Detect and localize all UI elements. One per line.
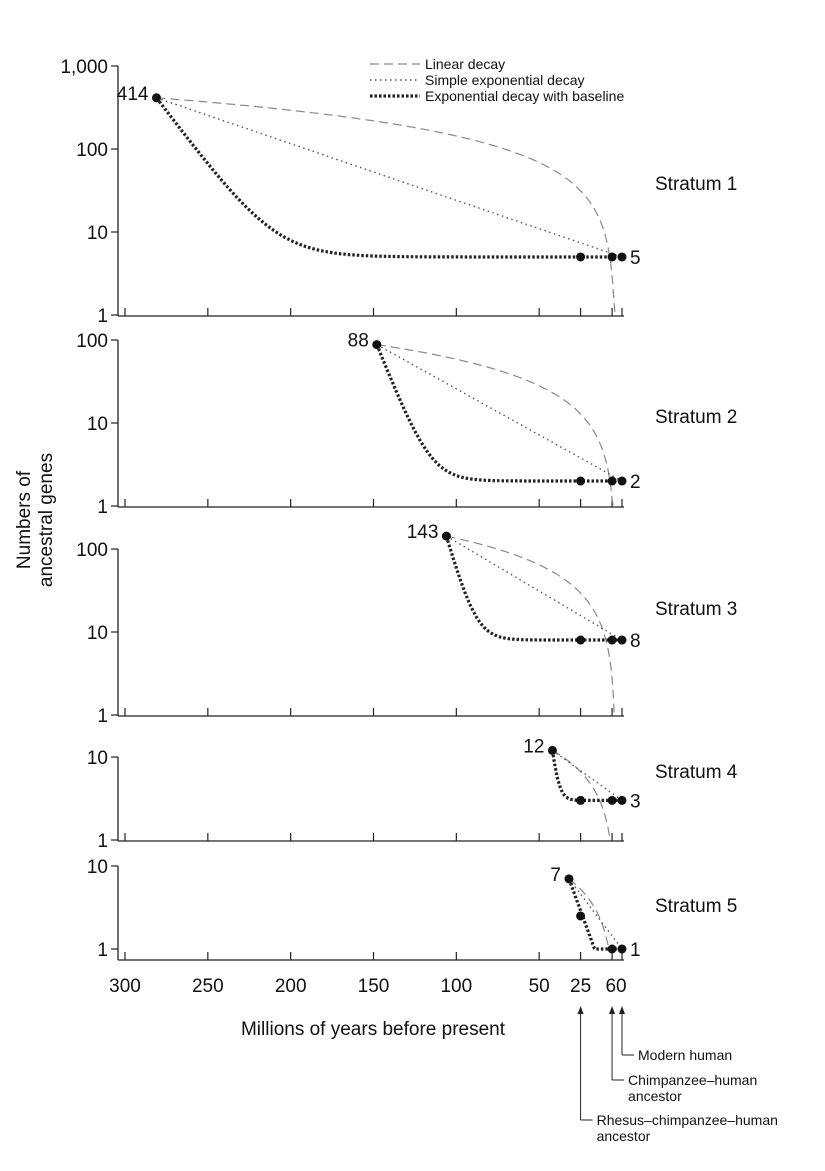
start-point: [441, 531, 451, 541]
arrowhead-icon: [577, 1006, 584, 1014]
y-tick-label: 10: [87, 223, 108, 244]
y-tick-label: 1: [97, 306, 108, 327]
stratum-label: Stratum 3: [655, 599, 737, 620]
stratum-label: Stratum 4: [655, 762, 738, 783]
simple-exponential-line: [551, 749, 623, 801]
arrowhead-icon: [619, 1006, 625, 1014]
y-tick-label: 1: [97, 497, 108, 518]
baseline-exponential-line: [375, 344, 622, 483]
baseline-exponential-line: [155, 96, 622, 259]
data-point: [607, 795, 617, 805]
x-tick-label: 6: [605, 976, 616, 997]
y-tick-label: 10: [87, 414, 108, 435]
legend-label: Simple exponential decay: [425, 72, 585, 88]
y-axis-label: Numbers ofancestral genes: [14, 453, 57, 587]
end-value-label: 8: [630, 631, 641, 652]
linear-decay-line: [568, 878, 610, 950]
x-tick-label: 50: [529, 976, 550, 997]
linear-decay-line: [446, 535, 616, 716]
data-point: [617, 944, 627, 954]
data-point: [607, 944, 617, 954]
stratum-label: Stratum 2: [655, 407, 737, 428]
annotation-label: ancestor: [597, 1128, 651, 1144]
linear-decay-line: [156, 97, 616, 316]
x-tick-label: 200: [275, 976, 307, 997]
stratum-label: Stratum 1: [655, 174, 737, 195]
x-tick-label: 25: [570, 976, 591, 997]
data-point: [617, 476, 627, 486]
end-value-label: 3: [630, 791, 641, 812]
baseline-exponential-line: [550, 750, 622, 802]
data-point: [617, 635, 627, 645]
data-point: [576, 252, 586, 262]
start-point: [151, 93, 161, 103]
simple-exponential-line: [156, 97, 623, 258]
data-point: [617, 252, 627, 262]
y-tick-label: 1: [97, 940, 108, 961]
data-point: [607, 635, 617, 645]
data-point: [617, 795, 627, 805]
y-tick-label: 100: [76, 331, 108, 352]
y-tick-label: 100: [76, 540, 108, 561]
x-tick-label: 0: [616, 976, 627, 997]
annotation-label: Chimpanzee–human: [628, 1072, 757, 1088]
arrowhead-icon: [609, 1006, 616, 1014]
y-tick-label: 1: [97, 831, 108, 852]
start-point: [547, 745, 557, 755]
x-tick-label: 150: [358, 976, 390, 997]
data-point: [576, 476, 586, 486]
simple-exponential-line: [376, 343, 623, 482]
end-value-label: 2: [630, 472, 641, 493]
end-value-label: 5: [630, 248, 641, 269]
x-tick-label: 300: [109, 976, 141, 997]
data-point: [576, 635, 586, 645]
data-point: [607, 476, 617, 486]
y-tick-label: 1: [97, 706, 108, 727]
annotation-label: Rhesus–chimpanzee–human: [597, 1112, 778, 1128]
data-point: [607, 252, 617, 262]
y-tick-label: 1,000: [60, 57, 108, 78]
start-value-label: 414: [117, 84, 149, 105]
legend-label: Linear decay: [425, 56, 505, 72]
x-tick-label: 100: [440, 976, 472, 997]
linear-decay-line: [552, 749, 611, 841]
data-point: [576, 911, 586, 921]
x-tick-label: 250: [192, 976, 224, 997]
annotation-label: Modern human: [638, 1047, 732, 1063]
start-point: [372, 340, 382, 350]
start-value-label: 143: [407, 522, 439, 543]
start-value-label: 7: [550, 865, 561, 886]
start-point: [564, 874, 574, 884]
stratum-label: Stratum 5: [655, 896, 737, 917]
y-tick-label: 10: [87, 623, 108, 644]
annotation-label: ancestor: [628, 1088, 682, 1104]
start-value-label: 88: [348, 331, 369, 352]
y-tick-label: 10: [87, 857, 108, 878]
x-axis-label: Millions of years before present: [241, 1019, 506, 1040]
start-value-label: 12: [523, 736, 544, 757]
y-tick-label: 10: [87, 748, 108, 769]
end-value-label: 1: [630, 940, 641, 961]
y-tick-label: 100: [76, 140, 108, 161]
data-point: [576, 795, 586, 805]
simple-exponential-line: [446, 535, 623, 641]
legend-label: Exponential decay with baseline: [425, 88, 624, 104]
